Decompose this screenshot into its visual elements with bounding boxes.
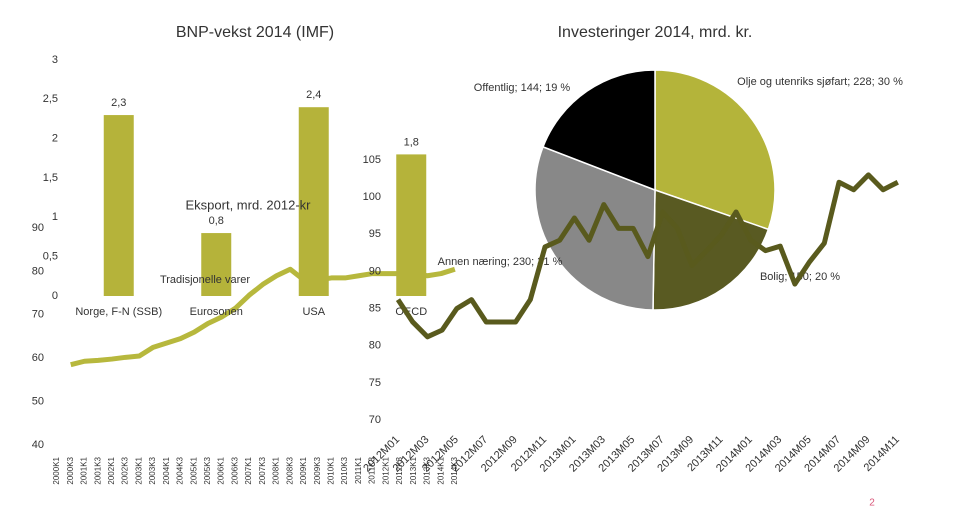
x-tick-label: 2007K3 <box>258 456 267 484</box>
x-tick-label: 2013K3 <box>423 456 432 484</box>
y-tick-label: 40 <box>32 439 44 451</box>
line-series <box>70 266 456 368</box>
y-tick-label: 3 <box>52 54 58 66</box>
pie-slice <box>542 69 656 192</box>
y-tick-label: 80 <box>369 340 381 352</box>
y-tick-label: 90 <box>32 222 44 234</box>
y-tick-label: 2,5 <box>43 93 58 105</box>
annotation: Tradisjonelle varer <box>160 274 250 286</box>
bar <box>396 154 427 296</box>
y-tick-label: 70 <box>369 414 381 426</box>
x-tick-label: 2010K1 <box>327 456 336 484</box>
y-tick-label: 60 <box>32 352 44 364</box>
pie-slice <box>654 69 776 231</box>
bar <box>103 115 134 296</box>
x-tick-label: 2014K1 <box>436 456 445 484</box>
x-tick-label: 2009K3 <box>313 456 322 484</box>
y-tick-label: 85 <box>369 302 381 314</box>
y-tick-label: 105 <box>363 154 381 166</box>
y-tick-label: 2 <box>52 133 58 145</box>
y-tick-label: 75 <box>369 377 381 389</box>
x-tick-label: 2008K1 <box>272 456 281 484</box>
x-tick-label: 2004K3 <box>176 456 185 484</box>
x-tick-label: 2010K3 <box>340 456 349 484</box>
x-tick-label: 2008K3 <box>285 456 294 484</box>
bar-value-label: 2,3 <box>111 97 126 109</box>
y-tick-label: 1 <box>52 211 58 223</box>
x-tick-label: 2009K1 <box>299 456 308 484</box>
y-tick-label: 90 <box>369 265 381 277</box>
bar-value-label: 0,8 <box>209 215 224 227</box>
x-tick-label: 2011K3 <box>368 456 377 484</box>
x-tick-label: 2005K3 <box>203 456 212 484</box>
y-tick-label: 95 <box>369 228 381 240</box>
pie-label: Olje og utenriks sjøfart; 228; 30 % <box>737 76 903 88</box>
bar <box>298 107 329 296</box>
pie-label: Offentlig; 144; 19 % <box>474 82 571 94</box>
x-tick-label: 2000K1 <box>52 456 61 484</box>
x-tick-label: 2013K1 <box>409 456 418 484</box>
x-tick-label: 2006K1 <box>217 456 226 484</box>
y-tick-label: 100 <box>363 191 381 203</box>
y-tick-label: 1,5 <box>43 172 58 184</box>
y-tick-label: 0,5 <box>43 251 58 263</box>
y-tick-label: 50 <box>32 396 44 408</box>
line-series <box>395 172 899 340</box>
x-tick-label: 2014K3 <box>450 456 459 484</box>
chart-title: Eksport, mrd. 2012-kr <box>186 197 312 212</box>
chart-title: BNP-vekst 2014 (IMF) <box>176 24 334 41</box>
bar-value-label: 2,4 <box>306 89 321 101</box>
bar <box>201 233 232 296</box>
x-tick-label: 2012K3 <box>395 456 404 484</box>
page-number: 2 <box>869 498 875 509</box>
x-tick-label: USA <box>302 306 325 318</box>
x-tick-label: 2007K1 <box>244 456 253 484</box>
y-tick-label: 70 <box>32 309 44 321</box>
x-tick-label: 2003K1 <box>134 456 143 484</box>
x-tick-label: 2000K3 <box>66 456 75 484</box>
pie-label: Annen næring; 230; 31 % <box>438 256 563 268</box>
y-tick-label: 80 <box>32 265 44 277</box>
x-tick-label: 2001K1 <box>80 456 89 484</box>
x-tick-label: 2004K1 <box>162 456 171 484</box>
x-tick-label: 2005K1 <box>189 456 198 484</box>
y-tick-label: 0 <box>52 290 58 302</box>
x-tick-label: Eurosonen <box>190 306 243 318</box>
x-tick-label: 2002K1 <box>107 456 116 484</box>
x-tick-label: 2002K3 <box>121 456 130 484</box>
chart-title: Investeringer 2014, mrd. kr. <box>558 24 753 41</box>
bar-value-label: 1,8 <box>404 136 419 148</box>
x-tick-label: 2003K3 <box>148 456 157 484</box>
x-tick-label: 2006K3 <box>230 456 239 484</box>
x-tick-label: 2011K1 <box>354 456 363 484</box>
x-tick-label: 2001K3 <box>93 456 102 484</box>
x-tick-label: 2012K1 <box>381 456 390 484</box>
x-tick-label: Norge, F-N (SSB) <box>75 306 162 318</box>
